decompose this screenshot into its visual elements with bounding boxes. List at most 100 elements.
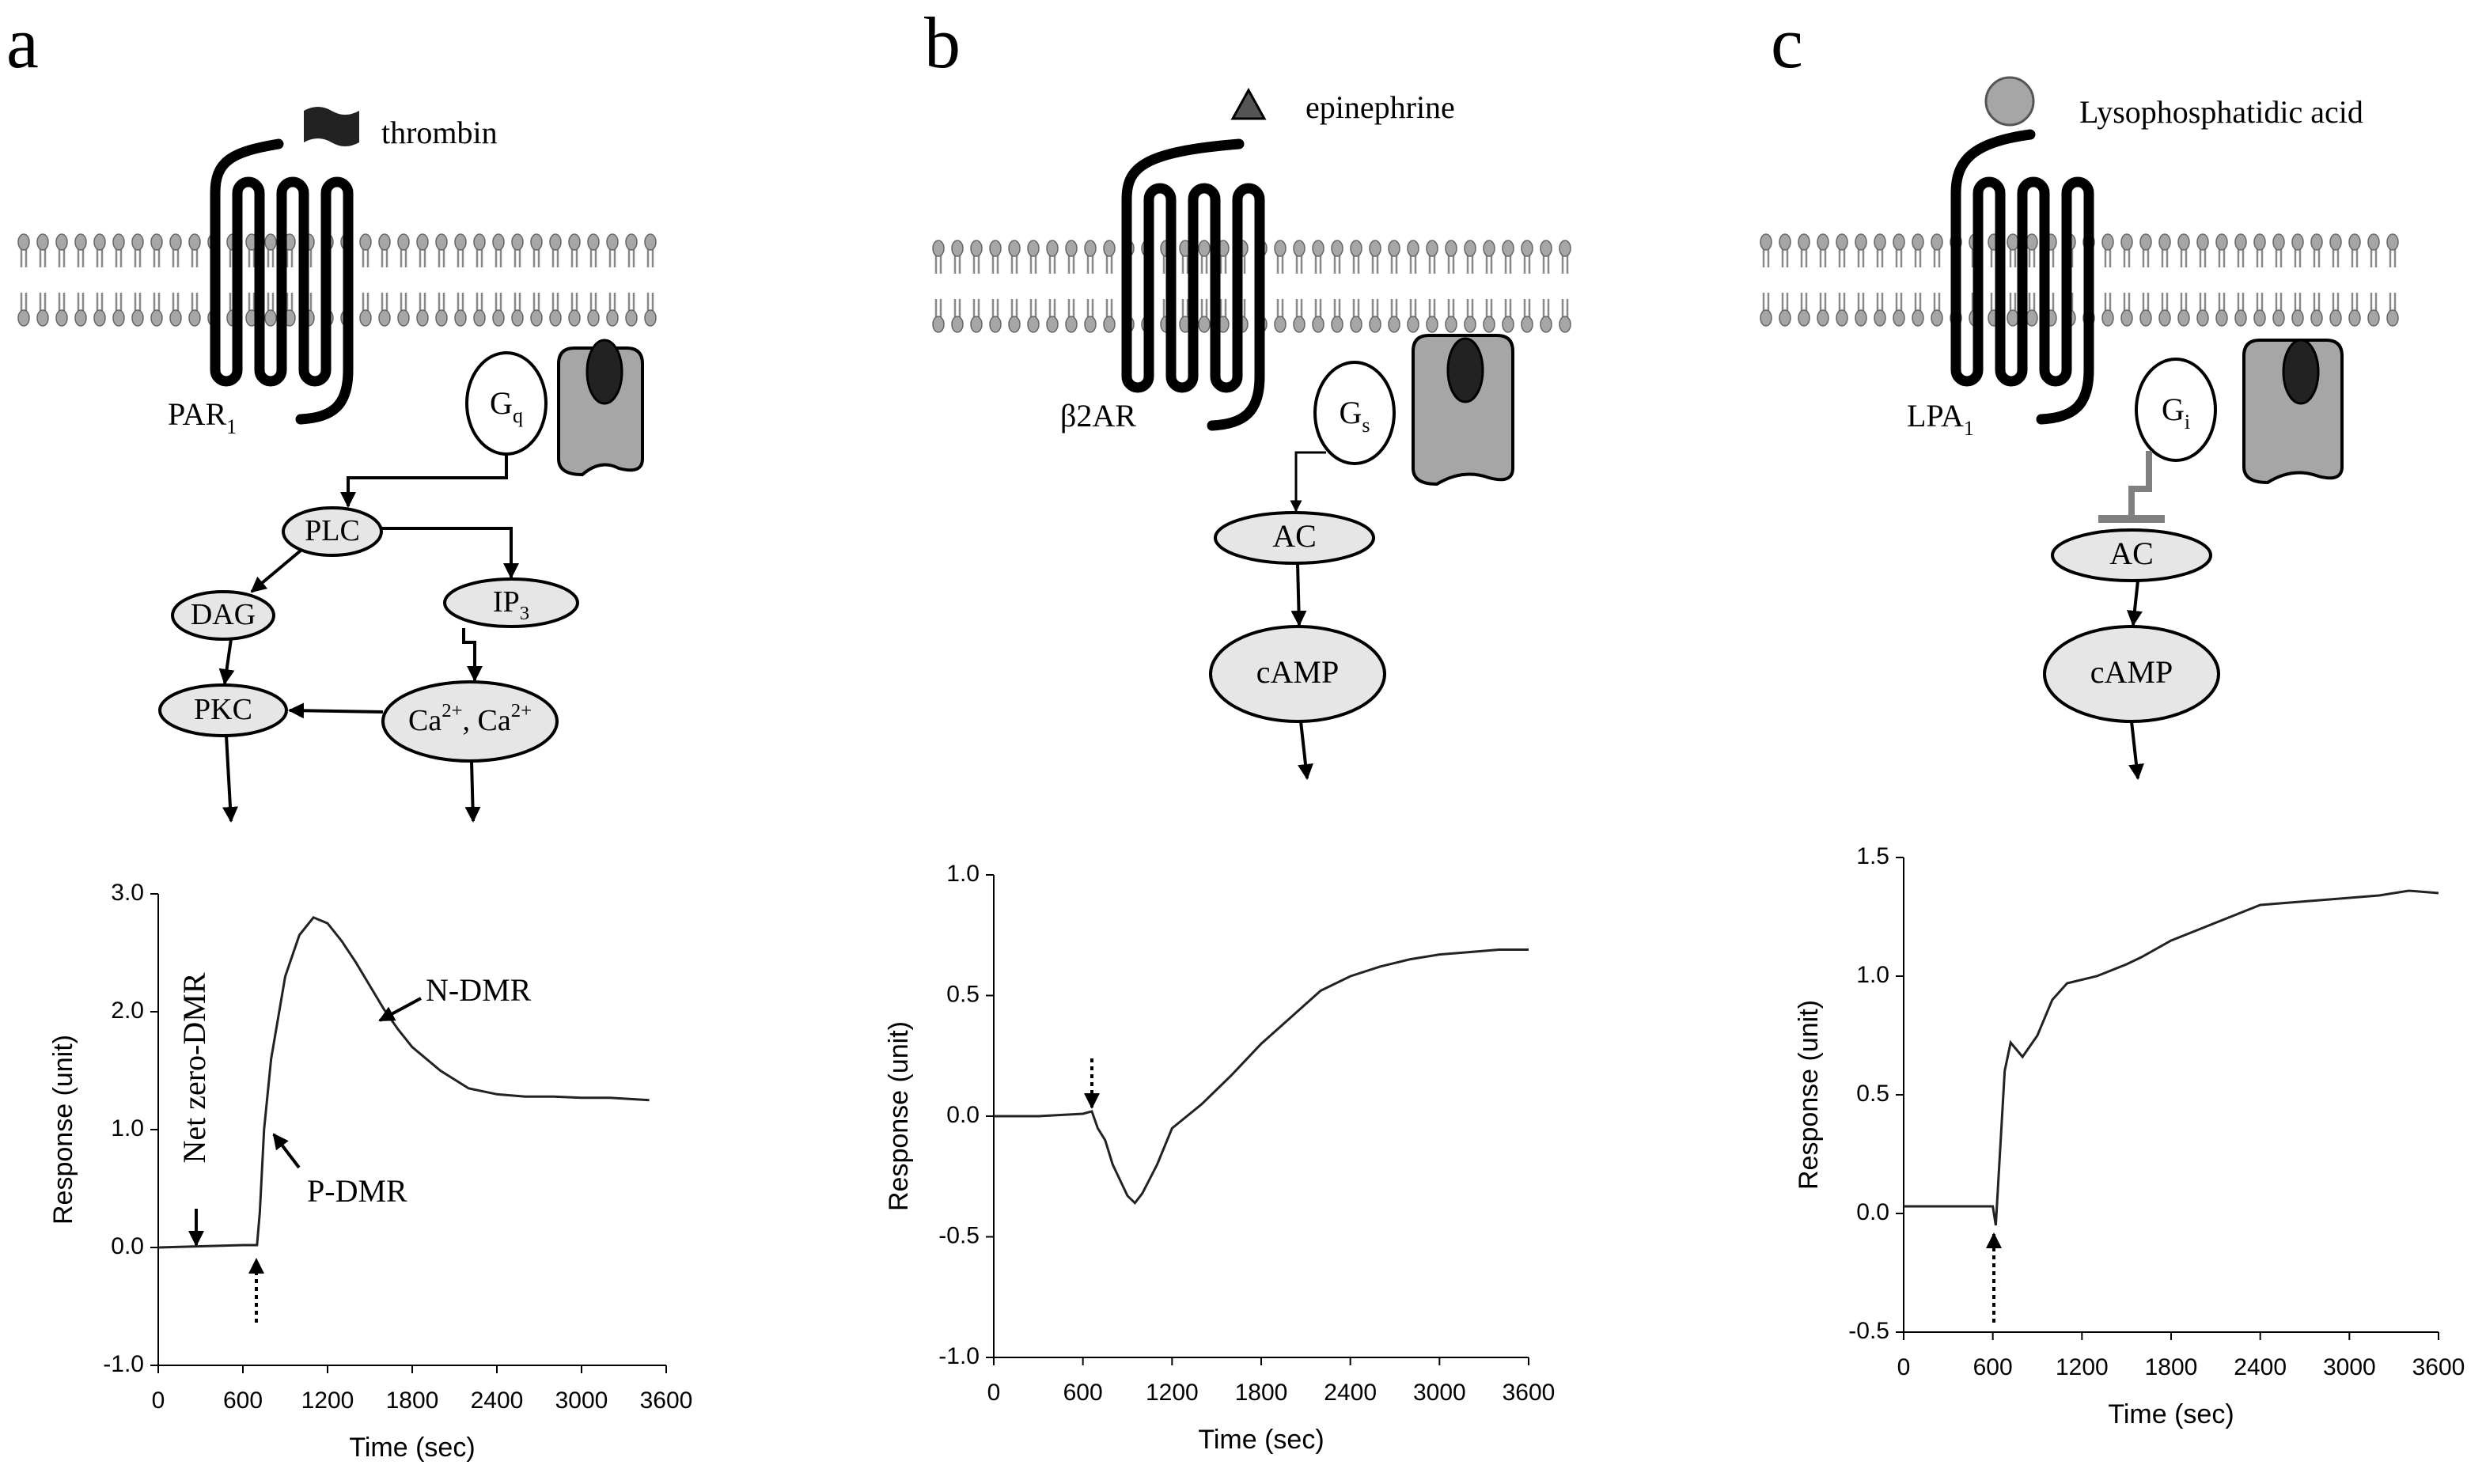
- label-part: 1: [1964, 417, 1974, 440]
- lipid-head: [1046, 240, 1059, 257]
- label-part: PLC: [305, 514, 360, 547]
- x-tick-label: 2400: [471, 1387, 524, 1414]
- lipid-head: [454, 309, 467, 327]
- lipid-head: [1084, 240, 1097, 257]
- y-tick-label: 3.0: [111, 880, 144, 906]
- arrow: [340, 454, 508, 508]
- effector: [1412, 334, 1514, 486]
- lipid-head: [2348, 233, 2361, 251]
- lipid-head: [454, 233, 467, 251]
- label-part: 1: [226, 415, 237, 438]
- lipid-head: [1103, 316, 1116, 333]
- lipid-head: [1559, 316, 1571, 333]
- receptor: [210, 138, 354, 425]
- y-tick-label: 1.0: [1856, 962, 1889, 988]
- lipid-head: [1445, 316, 1457, 333]
- lipid-head: [2215, 233, 2228, 251]
- x-tick-label: 1800: [1235, 1380, 1288, 1406]
- lipid-head: [625, 233, 638, 251]
- label-part: i: [2185, 411, 2190, 433]
- lipid-head: [1008, 316, 1021, 333]
- lipid-head: [1331, 240, 1343, 257]
- x-tick-label: 0: [1897, 1354, 1911, 1380]
- lipid-head: [1312, 316, 1324, 333]
- x-tick-label: 0: [987, 1380, 1001, 1406]
- lipid-head: [587, 309, 600, 327]
- label: AC: [1272, 518, 1317, 554]
- y-tick-label: 0.0: [1856, 1199, 1889, 1225]
- annotation: P-DMR: [307, 1173, 407, 1209]
- label: cAMP: [1256, 654, 1339, 690]
- y-tick-label: -0.5: [938, 1222, 980, 1248]
- lipid-head: [2177, 233, 2190, 251]
- x-tick-label: 0: [152, 1387, 165, 1414]
- lipid-head: [416, 233, 429, 251]
- node-shape: [443, 577, 579, 628]
- lipid-head: [549, 309, 562, 327]
- lipid-head: [2101, 309, 2114, 327]
- node-shape: [2051, 528, 2212, 582]
- lipid-head: [1855, 233, 1867, 251]
- label-part: q: [513, 404, 523, 427]
- lipid-head: [1836, 233, 1848, 251]
- label-part: AC: [1272, 518, 1317, 554]
- arrow: [288, 702, 384, 719]
- lipid-head: [1407, 316, 1419, 333]
- lipid-head: [1065, 240, 1078, 257]
- lipid-head: [2026, 309, 2038, 327]
- node-shape: [1214, 511, 1375, 565]
- label-part: G: [1339, 395, 1362, 430]
- y-tick-label: 0.5: [1856, 1081, 1889, 1107]
- y-tick-label: 1.0: [111, 1115, 144, 1141]
- lipid-head: [1445, 240, 1457, 257]
- arrow: [222, 735, 238, 823]
- lipid-head: [587, 233, 600, 251]
- y-tick-label: 0.0: [946, 1102, 980, 1128]
- lipid-head: [492, 309, 505, 327]
- label: AC: [2109, 536, 2154, 571]
- lipid-head: [2272, 309, 2285, 327]
- lipid-head: [530, 233, 543, 251]
- y-tick-label: 2.0: [111, 998, 144, 1024]
- lipid-head: [1855, 309, 1867, 327]
- arrow: [218, 638, 235, 685]
- lipid-head: [2139, 233, 2152, 251]
- x-tick-label: 3000: [2323, 1354, 2376, 1380]
- lipid-head: [2139, 309, 2152, 327]
- lipid-head: [644, 233, 657, 251]
- lipid-head: [36, 233, 49, 251]
- x-tick-label: 3600: [1503, 1380, 1556, 1406]
- lipid-head: [932, 316, 945, 333]
- lipid-head: [150, 309, 163, 327]
- lipid-head: [74, 233, 87, 251]
- y-axis-title: Response (unit): [48, 1035, 78, 1225]
- lipid-head: [1912, 233, 1924, 251]
- lipid-head: [625, 309, 638, 327]
- lipid-head: [36, 309, 49, 327]
- lipid-head: [397, 309, 410, 327]
- lipid-head: [1084, 316, 1097, 333]
- receptor: [1950, 129, 2094, 425]
- arrow: [1298, 721, 1313, 780]
- lipid-head: [93, 233, 106, 251]
- x-tick-label: 600: [1973, 1354, 2013, 1380]
- effector-core: [2282, 339, 2320, 405]
- ligand: Lysophosphatidic acid: [2079, 94, 2363, 130]
- lipid-head: [93, 309, 106, 327]
- lipid-head: [1464, 316, 1476, 333]
- lipid-head: [1931, 309, 1943, 327]
- label-part: 2+: [441, 700, 462, 721]
- label: Ca2+, Ca2+: [408, 700, 532, 737]
- arrow: [2128, 721, 2144, 780]
- x-tick-label: 1800: [2145, 1354, 2198, 1380]
- x-tick-label: 3600: [640, 1387, 693, 1414]
- lipid-head: [2101, 233, 2114, 251]
- lipid-head: [169, 309, 182, 327]
- lipid-head: [1293, 240, 1306, 257]
- annotation: N-DMR: [426, 972, 532, 1008]
- label-part: β2AR: [1060, 398, 1136, 433]
- node-shape: [282, 506, 383, 557]
- lipid-head: [644, 309, 657, 327]
- arrow: [250, 549, 302, 593]
- lipid-head: [1483, 240, 1495, 257]
